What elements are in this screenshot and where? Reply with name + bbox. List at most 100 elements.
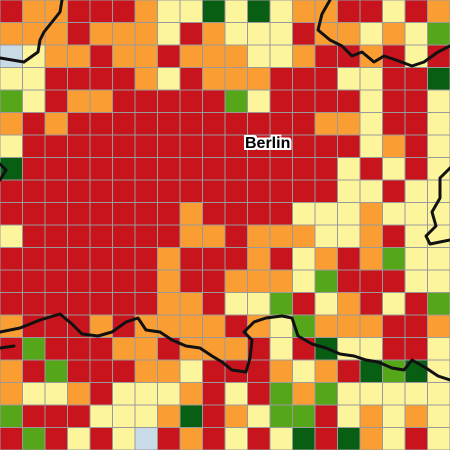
grid-cell	[382, 404, 406, 428]
grid-cell	[224, 44, 248, 68]
grid-cell	[22, 179, 46, 203]
grid-cell	[292, 202, 316, 226]
grid-cell	[67, 427, 91, 450]
grid-cell	[404, 0, 428, 23]
grid-cell	[89, 224, 113, 248]
grid-cell	[89, 89, 113, 113]
grid-cell	[224, 427, 248, 450]
grid-cell	[112, 22, 136, 46]
grid-cell	[337, 134, 361, 158]
grid-cell	[67, 179, 91, 203]
grid-cell	[404, 202, 428, 226]
grid-cell	[337, 157, 361, 181]
grid-cell	[292, 112, 316, 136]
grid-cell	[112, 427, 136, 450]
grid-cell	[179, 0, 203, 23]
grid-cell	[157, 247, 181, 271]
grid-cell	[179, 382, 203, 406]
grid-cell	[179, 157, 203, 181]
grid-cell	[337, 112, 361, 136]
grid-cell	[269, 359, 293, 383]
grid-cell	[337, 247, 361, 271]
grid-cell	[404, 179, 428, 203]
grid-cell	[89, 247, 113, 271]
grid-cell	[0, 89, 23, 113]
grid-cell	[427, 202, 450, 226]
grid-cell	[247, 112, 271, 136]
grid-cell	[337, 179, 361, 203]
grid-cell	[89, 67, 113, 91]
grid-cell	[404, 89, 428, 113]
grid-cell	[427, 67, 450, 91]
grid-cell	[112, 404, 136, 428]
grid-cell	[314, 382, 338, 406]
grid-cell	[202, 112, 226, 136]
grid-cell	[112, 382, 136, 406]
grid-cell	[44, 404, 68, 428]
grid-cell	[292, 67, 316, 91]
grid-cell	[157, 269, 181, 293]
grid-cell	[247, 179, 271, 203]
grid-cell	[112, 314, 136, 338]
grid-cell	[44, 359, 68, 383]
grid-cell	[112, 157, 136, 181]
grid-cell	[179, 427, 203, 450]
grid-cell	[112, 292, 136, 316]
grid-cell	[337, 359, 361, 383]
grid-cell	[382, 224, 406, 248]
grid-cell	[202, 22, 226, 46]
grid-cell	[247, 22, 271, 46]
grid-cell	[382, 157, 406, 181]
grid-cell	[202, 382, 226, 406]
grid-cell	[0, 404, 23, 428]
grid-cell	[382, 67, 406, 91]
grid-cell	[359, 89, 383, 113]
grid-cell	[22, 0, 46, 23]
grid-cell	[157, 89, 181, 113]
grid-cell	[359, 427, 383, 450]
grid-cell	[224, 0, 248, 23]
grid-cell	[427, 134, 450, 158]
grid-cell	[404, 112, 428, 136]
grid-cell	[157, 202, 181, 226]
grid-cell	[269, 427, 293, 450]
grid-cell	[382, 0, 406, 23]
grid-cell	[89, 157, 113, 181]
grid-cell	[269, 202, 293, 226]
grid-cell	[202, 427, 226, 450]
grid-cell	[157, 22, 181, 46]
grid-cell	[202, 247, 226, 271]
grid-cell	[269, 247, 293, 271]
grid-cell	[44, 67, 68, 91]
grid-cell	[157, 224, 181, 248]
grid-cell	[134, 22, 158, 46]
grid-cell	[202, 224, 226, 248]
city-boundary-line	[316, 0, 450, 68]
grid-cell	[112, 67, 136, 91]
grid-cell	[269, 382, 293, 406]
grid-cell	[112, 247, 136, 271]
grid-cell	[179, 44, 203, 68]
grid-cell	[134, 224, 158, 248]
grid-cell	[67, 404, 91, 428]
grid-cell	[224, 179, 248, 203]
grid-cell	[247, 157, 271, 181]
grid-cell	[292, 382, 316, 406]
grid-cell	[382, 112, 406, 136]
grid-cell	[269, 179, 293, 203]
grid-cell	[382, 134, 406, 158]
grid-cell	[67, 112, 91, 136]
grid-cell	[134, 157, 158, 181]
grid-cell	[224, 247, 248, 271]
grid-cell	[427, 382, 450, 406]
grid-cell	[89, 202, 113, 226]
grid-cell	[44, 382, 68, 406]
grid-cell	[224, 382, 248, 406]
grid-cell	[359, 202, 383, 226]
grid-cell	[269, 337, 293, 361]
grid-cell	[314, 67, 338, 91]
grid-cell	[224, 157, 248, 181]
grid-cell	[359, 337, 383, 361]
grid-cell	[427, 292, 450, 316]
